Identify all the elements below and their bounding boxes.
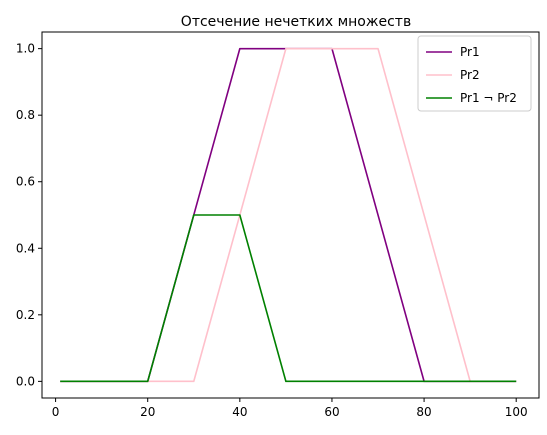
- y-tick-label: 0.6: [16, 175, 35, 189]
- x-tick-label: 20: [140, 405, 155, 419]
- legend-label: Pr1 ¬ Pr2: [460, 91, 517, 105]
- y-tick-label: 0.8: [16, 108, 35, 122]
- series-line-3: [60, 214, 517, 383]
- plot-area-frame: [41, 31, 540, 399]
- x-tick-label: 100: [505, 405, 528, 419]
- x-tick-label: 0: [52, 405, 60, 419]
- y-tick-label: 1.0: [16, 42, 35, 56]
- x-tick-label: 40: [232, 405, 247, 419]
- x-tick-label: 80: [416, 405, 431, 419]
- legend-label: Pr2: [460, 68, 480, 82]
- series-lines: [60, 47, 517, 383]
- legend-box: [417, 35, 532, 112]
- legend-label: Pr1: [460, 45, 480, 59]
- x-axis: 0 20 40 60 80 100: [52, 398, 528, 419]
- x-tick-label: 60: [324, 405, 339, 419]
- y-axis: 0.0 0.2 0.4 0.6 0.8 1.0: [16, 42, 42, 388]
- y-tick-label: 0.0: [16, 374, 35, 388]
- y-tick-label: 0.2: [16, 308, 35, 322]
- y-tick-label: 0.4: [16, 241, 35, 255]
- chart-title: Отсечение нечетких множеств: [181, 14, 411, 30]
- legend: Pr1 Pr2 Pr1 ¬ Pr2: [417, 35, 532, 112]
